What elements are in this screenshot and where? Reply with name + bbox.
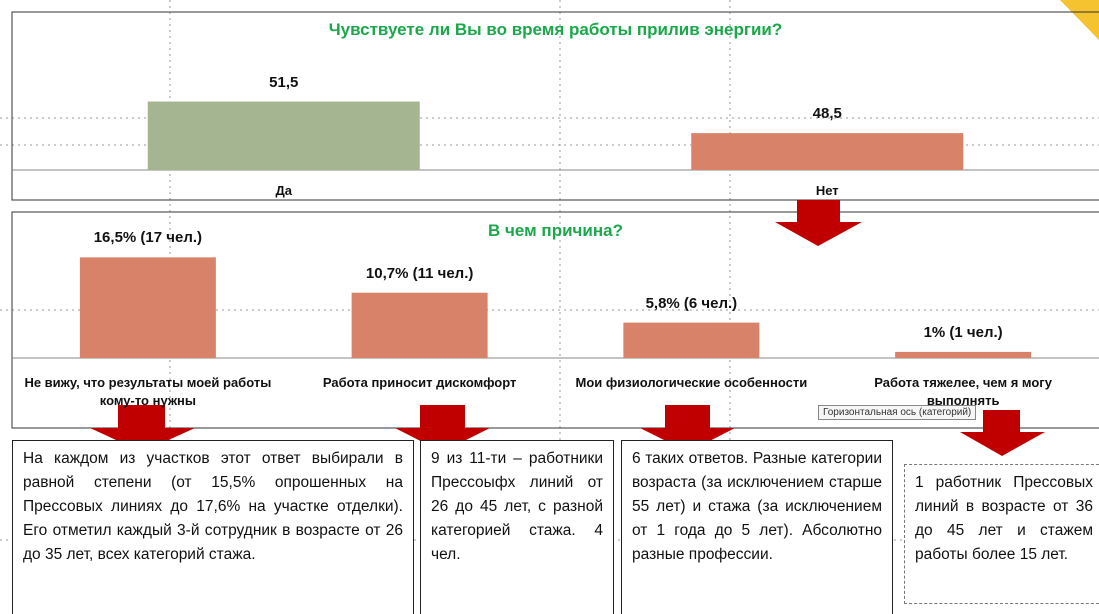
data-label: 48,5 (812, 105, 842, 123)
chart-title: В чем причина? (488, 221, 623, 240)
bar (147, 101, 420, 170)
data-label: 51,5 (269, 73, 299, 91)
bar (79, 257, 216, 358)
bar (895, 351, 1032, 358)
text-box-selected[interactable]: 1 работник Прессовых линий в возрасте от… (904, 464, 1099, 604)
category-label: Да (275, 183, 293, 198)
chart-frame (11, 211, 1099, 429)
bar (623, 322, 760, 358)
data-label: 5,8% (6 чел.) (645, 294, 738, 312)
data-label: 10,7% (11 чел.) (365, 264, 474, 282)
bar (691, 133, 964, 170)
text-box[interactable]: 6 таких ответов. Разные категории возрас… (621, 440, 893, 614)
data-label: 1% (1 чел.) (923, 323, 1003, 341)
category-label: Работа приносит дискомфорт (322, 375, 517, 390)
decor (1060, 0, 1099, 40)
chart-frame (11, 11, 1099, 201)
tooltip: Горизонтальная ось (категорий) (818, 405, 977, 420)
chart-title: Чувствуете ли Вы во время работы прилив … (328, 20, 783, 39)
text-box[interactable]: На каждом из участков этот ответ выбирал… (12, 440, 414, 614)
data-label: 16,5% (17 чел.) (93, 229, 203, 247)
category-label: Нет (815, 183, 839, 198)
category-label: Мои физиологические особенности (575, 375, 808, 390)
category-label: Не вижу, что результаты моей работы кому… (24, 375, 272, 408)
bar (351, 292, 488, 358)
arrows (90, 200, 1045, 456)
text-box[interactable]: 9 из 11-ти – работники Прессоыфх линий о… (420, 440, 614, 614)
category-label: Работа тяжелее, чем я могу выполнять (874, 375, 1052, 408)
